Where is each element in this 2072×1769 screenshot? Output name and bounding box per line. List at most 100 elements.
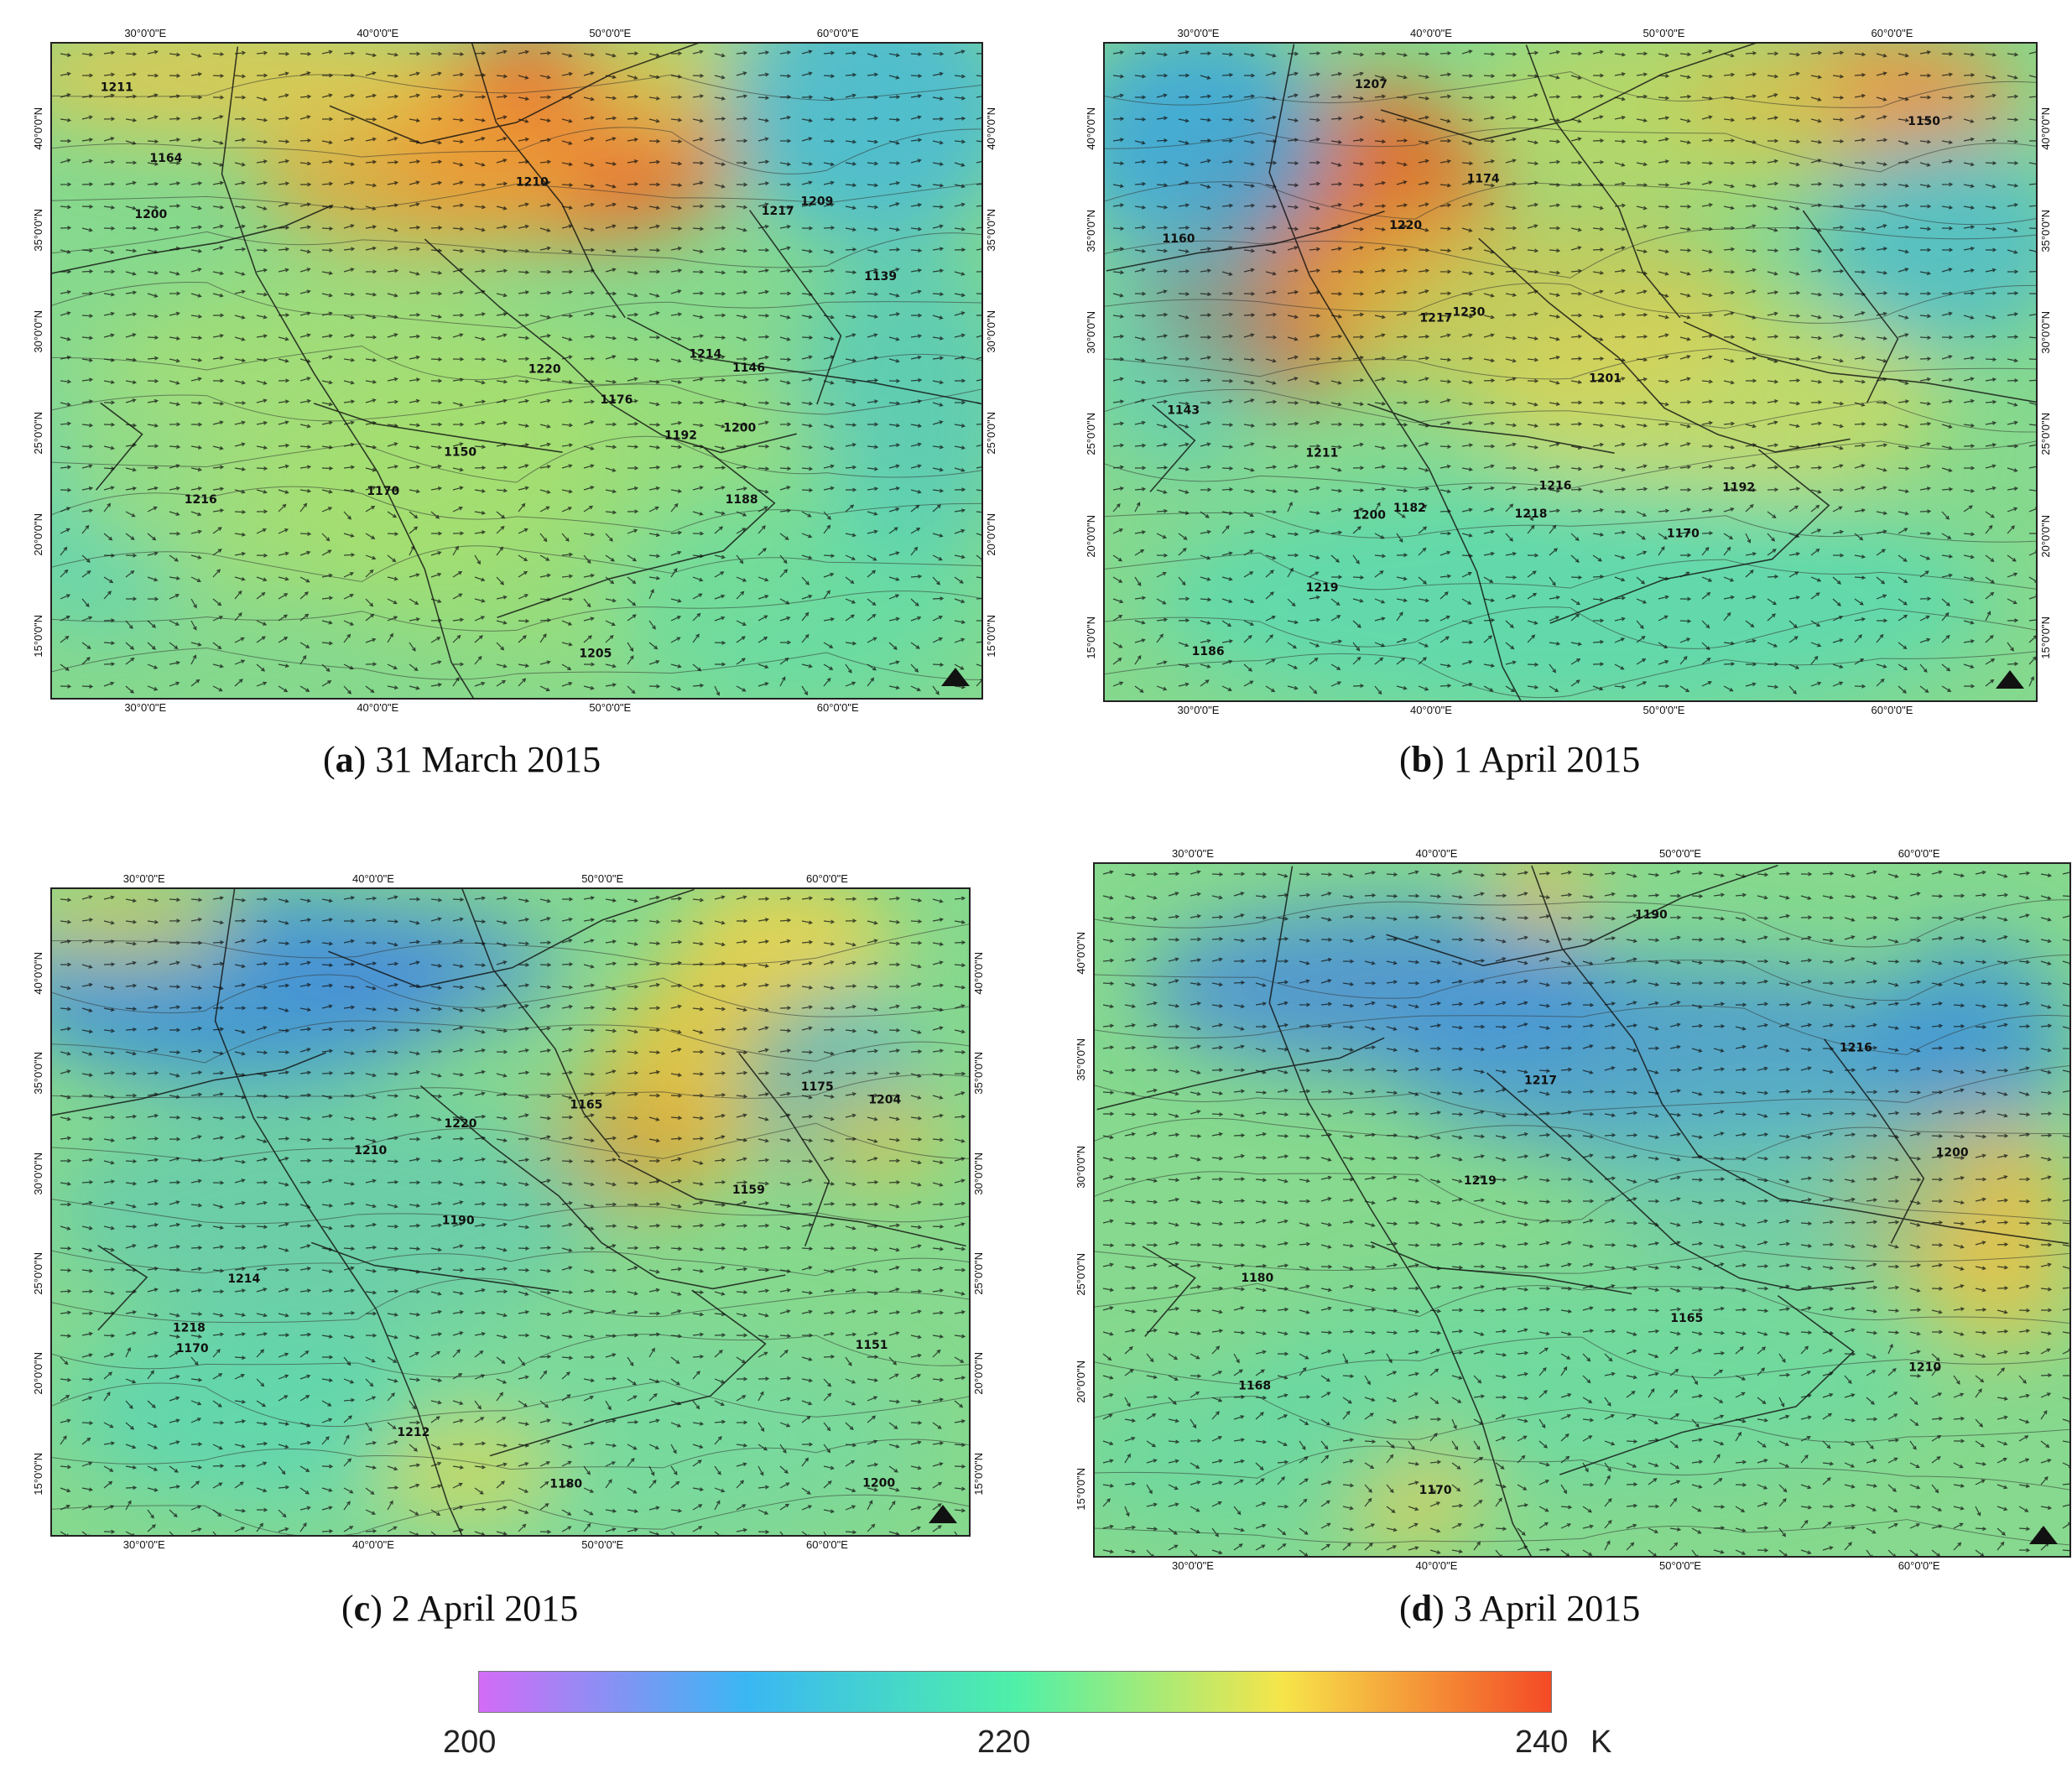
- wind-arrow: [256, 73, 268, 78]
- wind-arrow: [539, 685, 550, 692]
- wind-arrow: [1287, 444, 1299, 449]
- wind-arrow: [212, 180, 225, 185]
- boundary-line: [1106, 210, 1385, 272]
- boundary-line: [1699, 1155, 2069, 1245]
- wind-arrow: [670, 637, 681, 643]
- wind-arrow: [299, 225, 312, 230]
- wind-arrow: [518, 1027, 530, 1031]
- wind-arrow: [1767, 358, 1778, 363]
- wind-arrow: [1429, 939, 1441, 944]
- wind-arrow: [714, 1246, 726, 1251]
- wind-arrow: [299, 488, 312, 493]
- wind-arrow: [1299, 1266, 1310, 1271]
- wind-arrow: [1265, 634, 1273, 643]
- contour-line: [1105, 181, 2036, 226]
- wind-arrow: [81, 73, 94, 78]
- wind-arrow: [648, 1506, 660, 1511]
- wind-arrow: [539, 506, 550, 512]
- wind-arrow: [779, 569, 789, 578]
- wind-arrow: [1571, 182, 1583, 187]
- wind-arrow: [147, 335, 159, 340]
- boundary-line: [1549, 449, 1830, 624]
- wind-arrow: [1277, 1112, 1289, 1117]
- wind-arrow: [1134, 358, 1146, 363]
- wind-arrow: [125, 1027, 138, 1032]
- wind-arrow: [452, 1527, 465, 1532]
- wind-arrow: [1844, 1132, 1856, 1137]
- wind-arrow: [343, 50, 356, 55]
- wind-arrow: [1156, 312, 1169, 317]
- wind-arrow: [561, 1460, 572, 1467]
- wind-arrow: [452, 1310, 465, 1314]
- wind-arrow: [409, 312, 421, 317]
- wind-arrow: [387, 942, 398, 947]
- wind-arrow: [169, 291, 181, 296]
- wind-arrow: [2040, 1023, 2053, 1028]
- wind-arrow: [648, 659, 660, 665]
- wind-arrow: [2007, 402, 2018, 407]
- wind-arrow: [1233, 981, 1246, 985]
- boundary-line: [328, 889, 695, 988]
- wind-arrow: [2028, 594, 2036, 600]
- wind-arrow: [1636, 289, 1648, 294]
- wind-arrow: [169, 486, 181, 491]
- wind-arrow: [561, 1222, 573, 1227]
- wind-arrow: [1679, 399, 1692, 404]
- wind-arrow: [452, 1137, 465, 1142]
- wind-arrow: [932, 576, 940, 585]
- wind-arrow: [234, 1051, 246, 1056]
- wind-arrow: [714, 1135, 726, 1140]
- wind-arrow: [147, 161, 159, 166]
- wind-arrow: [670, 161, 683, 166]
- wind-arrow: [823, 315, 835, 320]
- wind-arrow: [1408, 1111, 1420, 1116]
- wind-arrow: [2040, 1069, 2052, 1074]
- wind-arrow: [169, 181, 181, 186]
- wind-arrow: [910, 1399, 923, 1404]
- wind-arrow: [278, 464, 289, 469]
- wind-arrow: [125, 226, 138, 231]
- wind-arrow: [888, 594, 900, 600]
- wind-arrow: [125, 511, 136, 518]
- wind-arrow: [780, 138, 792, 143]
- wind-arrow: [2007, 420, 2018, 425]
- wind-arrow: [1265, 115, 1277, 120]
- wind-arrow: [757, 466, 770, 471]
- wind-arrow: [1767, 613, 1776, 622]
- wind-arrow: [147, 939, 159, 944]
- wind-arrow: [1810, 548, 1820, 556]
- wind-arrow: [1570, 380, 1583, 384]
- wind-arrow: [1396, 334, 1408, 339]
- wind-arrow: [867, 249, 879, 254]
- wind-arrow: [147, 226, 159, 232]
- wind-arrow: [430, 315, 443, 319]
- wind-arrow: [1866, 1156, 1878, 1160]
- wind-arrow: [1352, 138, 1365, 143]
- wind-arrow: [190, 1223, 203, 1228]
- wind-arrow: [147, 596, 159, 601]
- wind-arrow: [845, 247, 857, 252]
- wind-arrow: [299, 1048, 311, 1053]
- wind-arrow: [1418, 356, 1430, 361]
- wind-arrow: [1505, 268, 1518, 273]
- wind-arrow: [888, 247, 901, 252]
- wind-arrow: [60, 616, 70, 622]
- wind-arrow: [1473, 979, 1485, 984]
- wind-arrow: [1788, 533, 1800, 539]
- wind-arrow: [605, 1202, 617, 1207]
- wind-arrow: [1636, 72, 1648, 77]
- boundary-line: [1683, 320, 2036, 403]
- temperature-blob: [609, 481, 981, 698]
- wind-arrow: [256, 620, 268, 626]
- wind-arrow: [1887, 1026, 1900, 1030]
- boundary-line: [1149, 404, 1196, 492]
- wind-arrow: [1277, 892, 1289, 898]
- wind-arrow: [823, 1051, 835, 1056]
- wind-arrow: [1549, 183, 1561, 187]
- wind-arrow: [1614, 663, 1625, 670]
- wind-arrow: [1713, 1090, 1726, 1095]
- wind-arrow: [81, 269, 94, 274]
- wind-arrow: [1767, 206, 1778, 211]
- wind-arrow: [1614, 52, 1627, 57]
- wind-arrow: [1527, 93, 1538, 98]
